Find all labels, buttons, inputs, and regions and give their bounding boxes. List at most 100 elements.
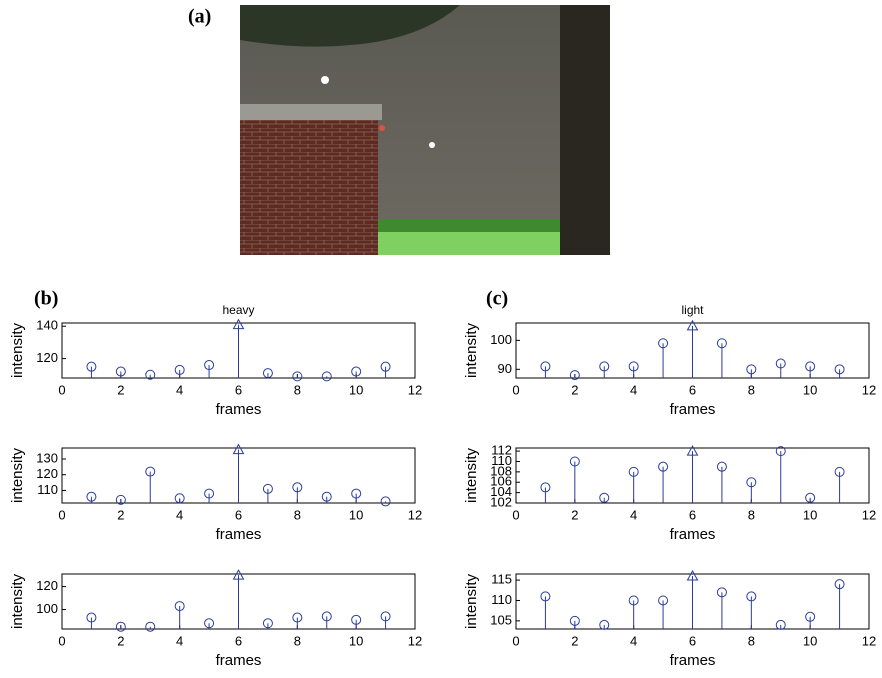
stem-marker [628, 595, 639, 606]
stem-marker [540, 591, 551, 602]
x-tick-label: 8 [748, 633, 755, 648]
x-tick-label: 12 [862, 633, 876, 648]
y-tick-label: 120 [36, 350, 58, 365]
stem-marker [174, 493, 185, 504]
stem-marker [716, 461, 727, 472]
x-tick-label: 6 [689, 382, 696, 397]
stem-marker [658, 461, 669, 472]
x-tick-label: 10 [349, 633, 363, 648]
x-tick-label: 4 [176, 507, 183, 522]
y-tick-label: 102 [490, 494, 512, 509]
stem-marker [686, 570, 699, 581]
stem-marker [204, 360, 215, 371]
x-axis-label: frames [216, 652, 262, 669]
x-tick-label: 10 [803, 382, 817, 397]
panel-label: (b) [34, 288, 58, 310]
stem-marker [174, 601, 185, 612]
stem-marker [569, 370, 580, 381]
stem-marker [145, 369, 156, 380]
y-axis-label: intensity [463, 322, 480, 378]
stem-marker [805, 492, 816, 503]
chart-title: heavy [222, 303, 254, 317]
stem-marker [628, 361, 639, 372]
x-tick-label: 8 [294, 633, 301, 648]
chart-title: light [681, 303, 704, 317]
stem-marker [775, 619, 786, 630]
stem-marker [292, 612, 303, 623]
x-tick-label: 6 [235, 633, 242, 648]
y-tick-label: 108 [490, 463, 512, 478]
stem-marker [86, 361, 97, 372]
x-tick-label: 2 [571, 633, 578, 648]
stem-marker [232, 443, 245, 455]
x-tick-label: 0 [58, 633, 65, 648]
x-tick-label: 2 [117, 507, 124, 522]
y-axis-label: intensity [9, 447, 26, 503]
stem-marker [805, 361, 816, 372]
x-tick-label: 0 [512, 382, 519, 397]
x-tick-label: 2 [571, 382, 578, 397]
x-tick-label: 8 [294, 507, 301, 522]
y-tick-label: 90 [498, 361, 512, 376]
stem-marker [599, 619, 610, 630]
stem-marker [380, 361, 391, 372]
x-tick-label: 6 [689, 633, 696, 648]
y-tick-label: 120 [36, 466, 58, 481]
x-tick-label: 2 [117, 633, 124, 648]
stem-marker [658, 595, 669, 606]
stem-marker [569, 615, 580, 626]
x-tick-label: 0 [512, 633, 519, 648]
x-tick-label: 6 [235, 382, 242, 397]
x-tick-label: 2 [117, 382, 124, 397]
panel-label: (a) [188, 6, 211, 28]
x-axis-label: frames [670, 401, 716, 418]
stem-marker [86, 612, 97, 623]
stem-marker [145, 621, 156, 632]
y-tick-label: 130 [36, 450, 58, 465]
stem-marker [380, 611, 391, 622]
stem-marker [746, 364, 757, 375]
stem-marker [686, 319, 699, 331]
stem-marker [321, 371, 332, 382]
y-axis-label: intensity [463, 573, 480, 629]
y-tick-label: 115 [491, 572, 512, 587]
x-tick-label: 6 [235, 507, 242, 522]
stem-marker [351, 614, 362, 625]
stem-marker [321, 611, 332, 622]
x-tick-label: 0 [58, 507, 65, 522]
x-tick-label: 12 [862, 382, 876, 397]
stem-marker [232, 318, 245, 330]
x-axis-label: frames [216, 526, 262, 543]
stem-marker [746, 591, 757, 602]
x-tick-label: 4 [176, 382, 183, 397]
stem-marker [716, 587, 727, 598]
x-tick-label: 8 [748, 382, 755, 397]
stem-marker [540, 482, 551, 493]
x-tick-label: 8 [748, 507, 755, 522]
x-tick-label: 12 [408, 382, 422, 397]
x-tick-label: 12 [862, 507, 876, 522]
photo [240, 5, 610, 255]
stem-marker [540, 361, 551, 372]
stem-marker [321, 491, 332, 502]
y-tick-label: 110 [37, 482, 58, 497]
y-tick-label: 120 [36, 578, 58, 593]
x-tick-label: 4 [630, 633, 637, 648]
stem-marker [351, 366, 362, 377]
stem-marker [834, 579, 845, 590]
x-tick-label: 10 [349, 507, 363, 522]
stem-marker [599, 361, 610, 372]
y-axis-label: intensity [463, 447, 480, 503]
stem-marker [380, 496, 391, 507]
y-axis-label: intensity [9, 573, 26, 629]
stem-marker [716, 338, 727, 349]
x-tick-label: 4 [630, 382, 637, 397]
stem-marker [174, 364, 185, 375]
stem-marker [262, 368, 273, 379]
stem-marker [658, 338, 669, 349]
x-tick-label: 4 [630, 507, 637, 522]
stem-marker [292, 482, 303, 493]
y-tick-label: 105 [490, 612, 512, 627]
y-tick-label: 110 [491, 592, 512, 607]
